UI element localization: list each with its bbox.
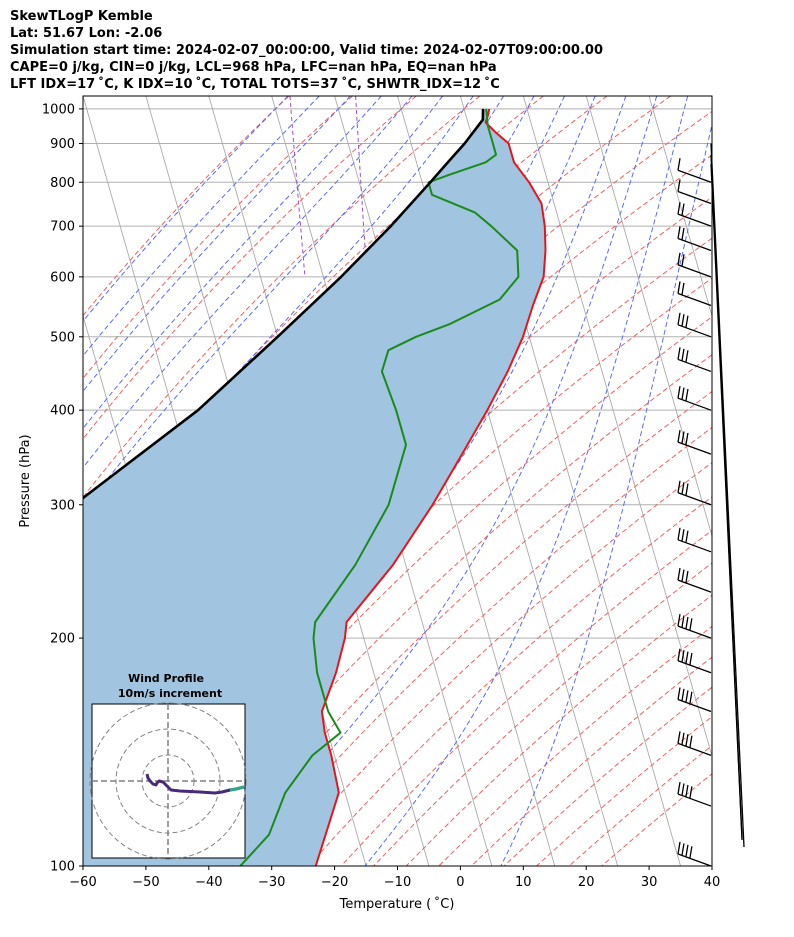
wind-barb (677, 226, 712, 252)
dry-adiabat-line (503, 686, 712, 866)
wind-barb (677, 252, 712, 278)
x-tick-label: 40 (704, 875, 721, 890)
y-tick-label: 200 (50, 632, 75, 647)
wind-barb (710, 154, 743, 839)
x-tick-label: −50 (132, 875, 159, 890)
moist-adiabat-line (364, 96, 689, 866)
chart-title: SkewTLogP Kemble (10, 9, 153, 24)
wind-barb (677, 312, 712, 338)
dry-adiabat-line (536, 716, 712, 866)
wind-barb (677, 347, 712, 373)
x-tick-label: −30 (258, 875, 285, 890)
y-tick-label: 800 (50, 176, 75, 191)
x-tick-label: 10 (515, 875, 532, 890)
wind-barb (677, 202, 712, 227)
dry-adiabat-line (275, 461, 712, 866)
wind-barb (710, 143, 745, 848)
indices-line-1: CAPE=0 j/kg, CIN=0 j/kg, LCL=968 hPa, LF… (10, 60, 497, 75)
x-tick-label: −60 (69, 875, 96, 890)
y-tick-label: 100 (50, 860, 75, 875)
wind-barb (677, 568, 712, 593)
x-tick-label: 30 (641, 875, 658, 890)
y-tick-label: 400 (50, 404, 75, 419)
wind-barb (677, 687, 712, 713)
wind-barb (677, 841, 712, 867)
dry-adiabat-line (83, 96, 481, 499)
x-axis-label: Temperature ( ˚C) (339, 896, 455, 912)
parcel-profile (83, 108, 485, 500)
wind-barb (677, 613, 712, 639)
y-tick-label: 1000 (42, 102, 75, 117)
wind-barb (677, 527, 712, 553)
wind-barb (677, 386, 712, 411)
y-tick-label: 700 (50, 220, 75, 235)
hodograph-trace-surface (229, 785, 245, 792)
x-tick-label: 20 (578, 875, 595, 890)
x-tick-label: −20 (321, 875, 348, 890)
dewpoint-profile (239, 108, 520, 866)
moist-adiabat-line (500, 122, 712, 866)
y-tick-label: 300 (50, 498, 75, 513)
x-tick-label: 0 (456, 875, 464, 890)
moist-adiabat-line (83, 96, 382, 430)
moist-adiabat-line (83, 96, 320, 357)
isotherm-line (648, 96, 712, 318)
isotherm-line (711, 96, 712, 98)
mixing-ratio-line (289, 96, 306, 277)
moist-adiabat-line (83, 96, 351, 393)
y-tick-label: 500 (50, 330, 75, 345)
wind-barb (677, 429, 712, 455)
wind-barb (677, 281, 712, 307)
dry-adiabat-line (83, 96, 417, 440)
dry-adiabat-line (568, 744, 712, 866)
wind-barb (677, 731, 712, 756)
mixing-ratio-line (355, 96, 368, 277)
y-axis-label: Pressure (hPa) (18, 434, 33, 527)
isotherm-line (585, 96, 712, 538)
cin-cape-shading (83, 108, 546, 866)
y-tick-label: 600 (50, 270, 75, 285)
wind-barb (677, 179, 712, 205)
inset-title: Wind Profile (128, 672, 204, 685)
wind-barb (677, 648, 712, 674)
dry-adiabat-line (83, 96, 290, 317)
x-tick-label: −40 (195, 875, 222, 890)
moist-adiabat-line (83, 96, 289, 323)
moist-adiabat-line (83, 96, 474, 559)
y-tick-label: 900 (50, 137, 75, 152)
chart-header: SkewTLogP Kemble Lat: 51.67 Lon: -2.06 S… (10, 8, 603, 93)
hodograph-trace (145, 773, 245, 795)
location-line: Lat: 51.67 Lon: -2.06 (10, 26, 163, 41)
indices-line-2: LFT IDX=17 ˚C, K IDX=10 ˚C, TOTAL TOTS=3… (10, 77, 500, 92)
dry-adiabat-line (308, 496, 712, 866)
hodograph-ring (89, 702, 247, 860)
moist-adiabat-line (234, 96, 658, 866)
x-tick-label: −10 (384, 875, 411, 890)
wind-barb (677, 158, 712, 183)
wind-barb (677, 781, 712, 807)
time-line: Simulation start time: 2024-02-07_00:00:… (10, 43, 603, 58)
moist-adiabat-line (83, 96, 444, 511)
temperature-profile (314, 108, 547, 866)
moist-adiabat-line (83, 96, 413, 469)
inset-subtitle: 10m/s increment (118, 687, 222, 700)
wind-barb (677, 480, 712, 506)
isotherm-line (775, 96, 794, 866)
